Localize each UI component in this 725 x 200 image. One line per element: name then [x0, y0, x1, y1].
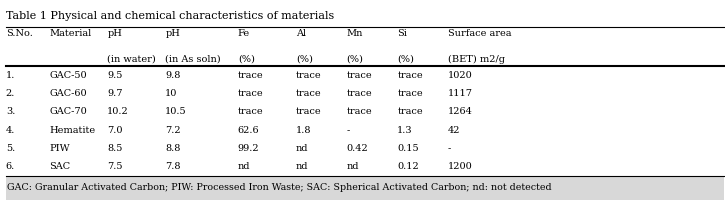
Text: 1200: 1200: [448, 162, 473, 171]
Text: 5.: 5.: [6, 144, 15, 153]
Text: 1.8: 1.8: [296, 126, 311, 135]
Text: Surface area: Surface area: [448, 29, 512, 38]
Text: Hematite: Hematite: [49, 126, 96, 135]
Text: 10.2: 10.2: [107, 107, 129, 116]
Text: nd: nd: [238, 162, 250, 171]
Text: trace: trace: [238, 89, 263, 98]
Text: 9.7: 9.7: [107, 89, 123, 98]
Text: (in As soln): (in As soln): [165, 55, 221, 64]
Text: 7.2: 7.2: [165, 126, 181, 135]
Text: SAC: SAC: [49, 162, 70, 171]
Text: Si: Si: [397, 29, 407, 38]
Text: 4.: 4.: [6, 126, 15, 135]
Text: 0.42: 0.42: [347, 144, 368, 153]
Text: 8.5: 8.5: [107, 144, 123, 153]
Text: (in water): (in water): [107, 55, 156, 64]
Text: 8.8: 8.8: [165, 144, 181, 153]
Text: trace: trace: [296, 89, 321, 98]
Text: trace: trace: [238, 71, 263, 80]
Text: 7.8: 7.8: [165, 162, 181, 171]
Text: pH: pH: [107, 29, 123, 38]
Text: pH: pH: [165, 29, 181, 38]
Text: nd: nd: [296, 162, 308, 171]
Text: nd: nd: [296, 144, 308, 153]
Text: trace: trace: [347, 89, 372, 98]
Text: GAC-50: GAC-50: [49, 71, 87, 80]
Text: (%): (%): [347, 55, 363, 64]
Text: trace: trace: [296, 107, 321, 116]
Text: trace: trace: [238, 107, 263, 116]
Text: trace: trace: [296, 71, 321, 80]
Text: (BET) m2/g: (BET) m2/g: [448, 55, 505, 64]
Text: 9.8: 9.8: [165, 71, 181, 80]
Text: trace: trace: [397, 71, 423, 80]
Text: -: -: [347, 126, 349, 135]
Text: 0.15: 0.15: [397, 144, 419, 153]
Text: 1.3: 1.3: [397, 126, 413, 135]
Text: 0.12: 0.12: [397, 162, 419, 171]
Text: trace: trace: [397, 107, 423, 116]
Text: (%): (%): [397, 55, 414, 64]
Text: trace: trace: [347, 71, 372, 80]
Text: Material: Material: [49, 29, 91, 38]
Text: GAC-60: GAC-60: [49, 89, 87, 98]
Bar: [6, 176, 724, 200]
Text: 1020: 1020: [448, 71, 473, 80]
Text: nd: nd: [347, 162, 359, 171]
Text: 1.: 1.: [6, 71, 15, 80]
Text: 42: 42: [448, 126, 460, 135]
Text: PIW: PIW: [49, 144, 70, 153]
Text: 3.: 3.: [6, 107, 15, 116]
Text: 1264: 1264: [448, 107, 473, 116]
Text: trace: trace: [347, 107, 372, 116]
Text: 99.2: 99.2: [238, 144, 260, 153]
Text: Mn: Mn: [347, 29, 363, 38]
Text: S.No.: S.No.: [6, 29, 33, 38]
Text: GAC: Granular Activated Carbon; PIW: Processed Iron Waste; SAC: Spherical Activa: GAC: Granular Activated Carbon; PIW: Pro…: [7, 184, 552, 192]
Text: 1117: 1117: [448, 89, 473, 98]
Text: 7.5: 7.5: [107, 162, 123, 171]
Text: 62.6: 62.6: [238, 126, 260, 135]
Text: -: -: [448, 144, 451, 153]
Text: GAC-70: GAC-70: [49, 107, 87, 116]
Text: 2.: 2.: [6, 89, 15, 98]
Text: 9.5: 9.5: [107, 71, 123, 80]
Text: Table 1 Physical and chemical characteristics of materials: Table 1 Physical and chemical characteri…: [6, 11, 334, 21]
Text: (%): (%): [296, 55, 312, 64]
Text: Fe: Fe: [238, 29, 250, 38]
Text: 7.0: 7.0: [107, 126, 123, 135]
Text: trace: trace: [397, 89, 423, 98]
Text: 6.: 6.: [6, 162, 15, 171]
Text: 10.5: 10.5: [165, 107, 187, 116]
Text: (%): (%): [238, 55, 254, 64]
Text: Al: Al: [296, 29, 306, 38]
Text: 10: 10: [165, 89, 178, 98]
